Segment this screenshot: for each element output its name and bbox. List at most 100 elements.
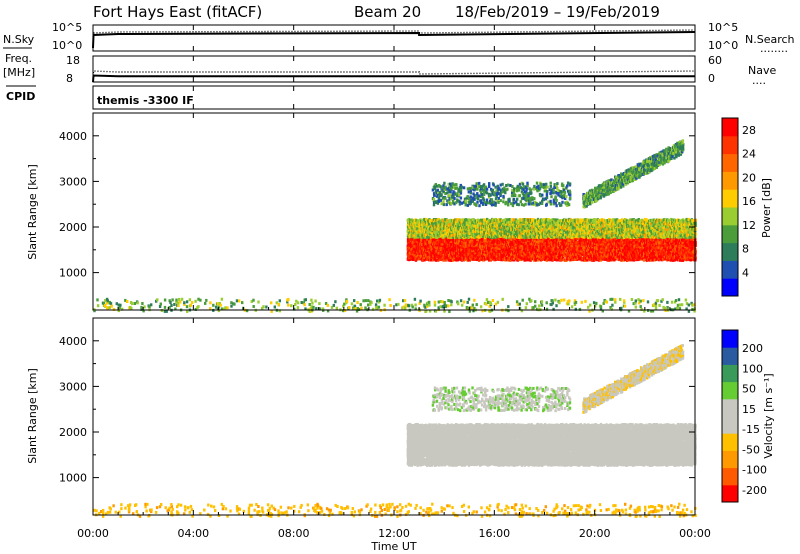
- noise-right-tick-bottom: 10^0: [708, 39, 738, 52]
- heatmap-cell: [521, 250, 524, 254]
- heatmap-cell: [423, 240, 427, 244]
- power-data-layer: [93, 139, 697, 313]
- freq-left-unit: [MHz]: [3, 66, 35, 79]
- heatmap-cell: [513, 253, 517, 257]
- heatmap-cell: [429, 258, 433, 262]
- heatmap-cell: [451, 242, 454, 246]
- heatmap-cell: [513, 251, 516, 255]
- heatmap-cell: [515, 241, 518, 244]
- noise-left-label: N.Sky: [3, 33, 35, 46]
- heatmap-cell: [537, 251, 541, 255]
- noise-right-label: N.Search: [745, 33, 795, 46]
- freq-left-label: Freq.: [5, 52, 32, 65]
- heatmap-cell: [488, 246, 491, 250]
- freq-left-tick-bottom: 8: [66, 72, 73, 85]
- cpid-value: themis -3300 IF: [97, 94, 194, 107]
- heatmap-cell: [546, 239, 549, 243]
- heatmap-cell: [519, 258, 522, 262]
- heatmap-cell: [485, 255, 488, 259]
- heatmap-cell: [440, 239, 443, 243]
- heatmap-cell: [541, 242, 544, 246]
- heatmap-cell: [516, 258, 520, 262]
- heatmap-cell: [456, 258, 460, 262]
- cpid-label: CPID: [6, 90, 35, 103]
- noise-right-tick-top: 10^5: [708, 21, 738, 34]
- heatmap-cell: [467, 240, 470, 244]
- heatmap-cell: [426, 250, 429, 254]
- heatmap-cell: [521, 253, 524, 257]
- freq-left-tick-top: 18: [66, 54, 80, 67]
- heatmap-cell: [449, 247, 452, 251]
- heatmap-cell: [458, 256, 461, 260]
- heatmap-cell: [517, 249, 520, 253]
- heatmap-cell: [465, 253, 468, 257]
- heatmap-cell: [494, 238, 497, 242]
- heatmap-cell: [465, 251, 468, 255]
- noise-search-line: [92, 29, 696, 49]
- noise-right-line: ........: [760, 42, 788, 55]
- heatmap-cell: [450, 240, 453, 243]
- heatmap-cell: [505, 238, 508, 242]
- heatmap-cell: [467, 244, 470, 248]
- title-date-range: 18/Feb/2019 – 19/Feb/2019: [455, 3, 660, 21]
- heatmap-cell: [497, 249, 500, 253]
- heatmap-cell: [472, 244, 475, 248]
- heatmap-cell: [506, 245, 509, 249]
- heatmap-cell: [462, 248, 465, 252]
- heatmap-cell: [423, 258, 426, 262]
- heatmap-cell: [464, 248, 468, 252]
- heatmap-cell: [523, 239, 526, 243]
- heatmap-cell: [491, 240, 494, 244]
- heatmap-cell: [445, 249, 448, 253]
- heatmap-cell: [480, 242, 484, 246]
- heatmap-cell: [480, 254, 484, 258]
- freq-right-tick-top: 60: [708, 54, 722, 67]
- heatmap-cell: [414, 251, 417, 255]
- heatmap-cell: [497, 256, 500, 260]
- noise-left-tick-top: 10^5: [52, 21, 82, 34]
- heatmap-cell: [520, 244, 523, 248]
- heatmap-cell: [445, 256, 448, 260]
- freq-right-tick-bottom: 0: [708, 72, 715, 85]
- heatmap-cell: [492, 254, 495, 258]
- heatmap-cell: [483, 257, 487, 261]
- heatmap-cell: [512, 218, 516, 222]
- heatmap-cell: [545, 236, 549, 240]
- heatmap-cell: [497, 246, 500, 250]
- heatmap-cell: [509, 256, 513, 260]
- heatmap-cell: [473, 243, 476, 246]
- heatmap-cell: [508, 218, 511, 221]
- heatmap-cell: [500, 243, 503, 247]
- heatmap-cell: [464, 241, 467, 245]
- heatmap-cell: [511, 249, 515, 253]
- heatmap-cell: [423, 256, 426, 259]
- heatmap-cell: [406, 244, 410, 248]
- heatmap-cell: [435, 239, 438, 243]
- heatmap-cell: [465, 246, 468, 250]
- heatmap-cell: [483, 241, 487, 244]
- heatmap-cell: [458, 245, 461, 249]
- heatmap-cell: [545, 256, 548, 260]
- heatmap-cell: [502, 246, 505, 250]
- heatmap-cell: [447, 248, 450, 251]
- heatmap-cell: [541, 257, 544, 261]
- heatmap-cell: [426, 244, 430, 248]
- heatmap-cell: [509, 240, 513, 244]
- heatmap-cell: [474, 251, 477, 255]
- heatmap-cell: [540, 237, 544, 241]
- heatmap-cell: [493, 258, 496, 262]
- heatmap-cell: [502, 258, 505, 262]
- heatmap-cell: [517, 242, 520, 246]
- nave-label: Nave: [748, 64, 776, 77]
- heatmap-cell: [507, 238, 511, 242]
- heatmap-cell: [499, 247, 502, 251]
- heatmap-cell: [458, 257, 462, 261]
- heatmap-cell: [527, 241, 530, 245]
- heatmap-cell: [495, 254, 498, 258]
- heatmap-cell: [515, 253, 519, 257]
- heatmap-cell: [423, 238, 426, 242]
- heatmap-cell: [467, 258, 470, 262]
- heatmap-cell: [411, 248, 414, 252]
- heatmap-cell: [430, 251, 434, 255]
- title-beam: Beam 20: [354, 3, 421, 21]
